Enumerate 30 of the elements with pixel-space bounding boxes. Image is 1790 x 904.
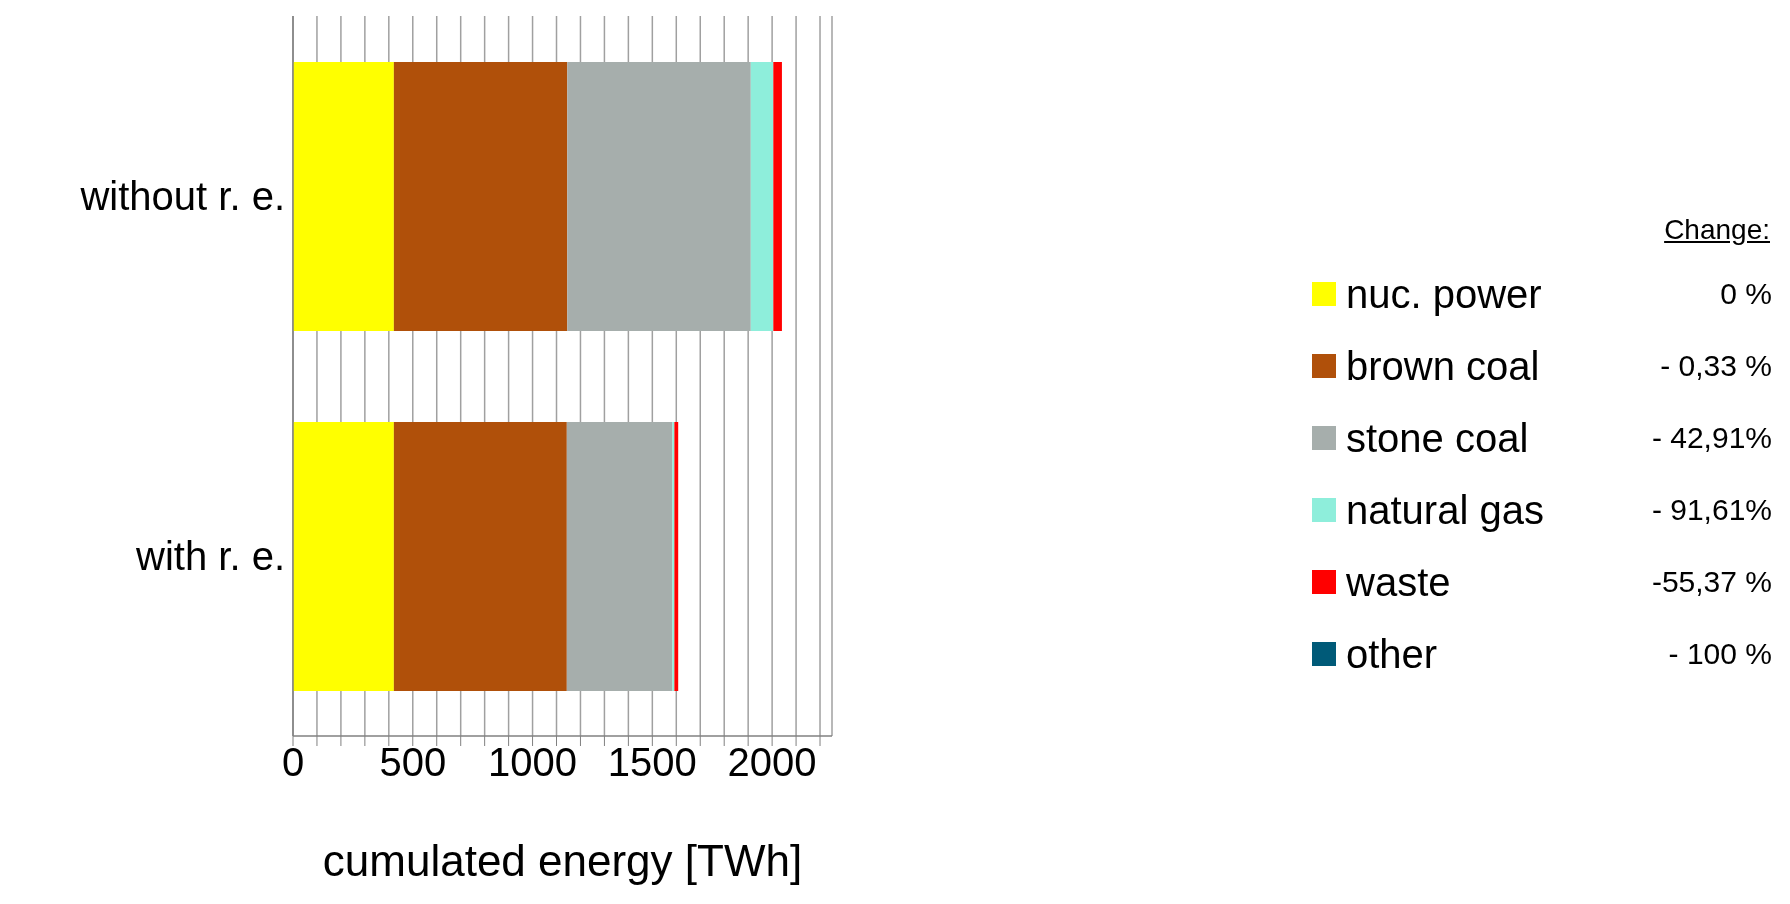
x-axis-title: cumulated energy [TWh] (322, 836, 803, 885)
y-tick-label: with r. e. (135, 534, 285, 579)
bar (674, 422, 679, 691)
bar (773, 62, 782, 331)
bar (393, 422, 567, 691)
legend-label: waste (1346, 559, 1452, 605)
legend-label: natural gas (1346, 487, 1545, 533)
x-tick-label: 1000 (488, 740, 578, 785)
text: - 0,33 % (1660, 349, 1773, 383)
x-tick-label: 1500 (607, 740, 697, 785)
text: Change: (1663, 214, 1771, 247)
y-tick-label: without r. e. (79, 174, 285, 219)
text: - 100 % (1668, 637, 1773, 671)
bar (293, 422, 394, 691)
bar (293, 62, 394, 331)
x-tick-label: 2000 (727, 740, 817, 785)
x-tick-label: 500 (379, 740, 447, 785)
x-tick-label: 0 (281, 740, 305, 785)
legend-label: nuc. power (1346, 271, 1543, 317)
legend-label: other (1346, 631, 1439, 677)
bar (750, 62, 774, 331)
legend-label: brown coal (1346, 343, 1541, 389)
text: -55,37 % (1651, 565, 1773, 599)
bar (567, 62, 751, 331)
bar (566, 422, 673, 691)
text: - 42,91% (1651, 421, 1773, 455)
text: 0 % (1720, 277, 1773, 311)
text: - 91,61% (1651, 493, 1773, 527)
legend-label: stone coal (1346, 415, 1530, 461)
bar (393, 62, 568, 331)
